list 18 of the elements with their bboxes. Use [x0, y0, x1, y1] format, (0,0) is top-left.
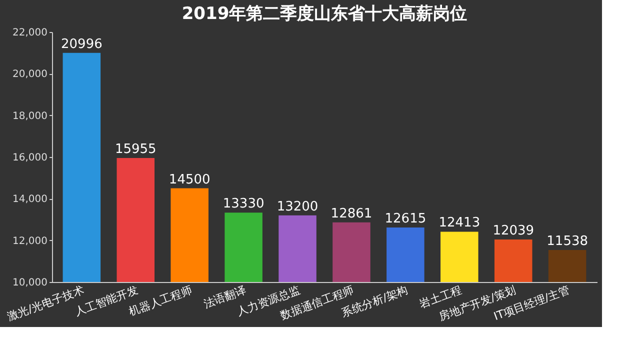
data-label: 12413: [438, 216, 480, 231]
data-label: 13330: [222, 196, 264, 212]
data-label: 12039: [492, 224, 534, 239]
data-label: 11538: [546, 234, 588, 249]
data-label: 15955: [114, 142, 156, 157]
y-tick-label: 10,000: [12, 278, 48, 288]
y-tick-label: 18,000: [12, 110, 48, 122]
y-tick-label: 22,000: [12, 28, 48, 38]
y-tick-label: 12,000: [12, 236, 48, 247]
chart-title: 2019年第二季度山东省十大高薪岗位: [182, 4, 468, 24]
data-label: 20996: [61, 36, 102, 52]
data-label: 13200: [276, 199, 318, 214]
data-label: 14500: [168, 172, 210, 188]
y-tick-label: 20,000: [12, 69, 48, 80]
y-tick-label: 16,000: [12, 152, 48, 164]
data-label: 12615: [384, 212, 426, 227]
data-label: 12861: [330, 206, 372, 222]
y-tick-label: 14,000: [12, 194, 48, 206]
